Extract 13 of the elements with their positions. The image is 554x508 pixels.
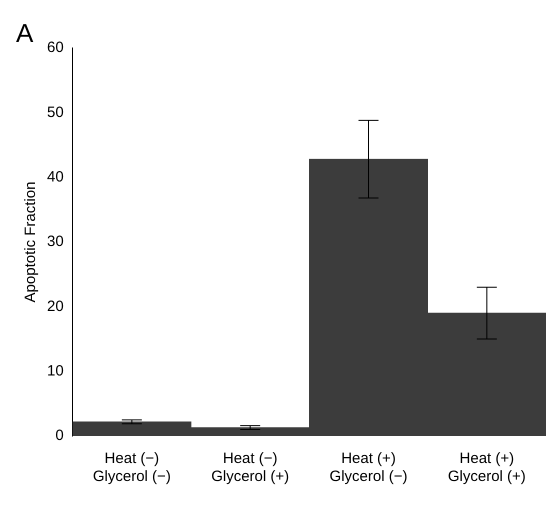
y-tick-label: 0	[55, 427, 64, 444]
y-tick-label: 60	[46, 39, 64, 56]
y-tick-label: 30	[46, 233, 64, 250]
x-tick-label: Heat (+) Glycerol (+)	[448, 450, 526, 486]
y-tick-label: 20	[46, 298, 64, 315]
x-tick-label: Heat (−) Glycerol (−)	[92, 450, 171, 486]
x-tick-label: Heat (+) Glycerol (−)	[330, 450, 408, 486]
x-tick-label: Heat (−) Glycerol (+)	[211, 450, 290, 486]
y-tick-label: 40	[46, 168, 64, 186]
y-axis-title: Apoptotic Fraction	[22, 182, 40, 302]
y-tick-label: 50	[46, 104, 64, 121]
text: A	[16, 18, 34, 48]
y-tick-label: 10	[46, 362, 64, 380]
